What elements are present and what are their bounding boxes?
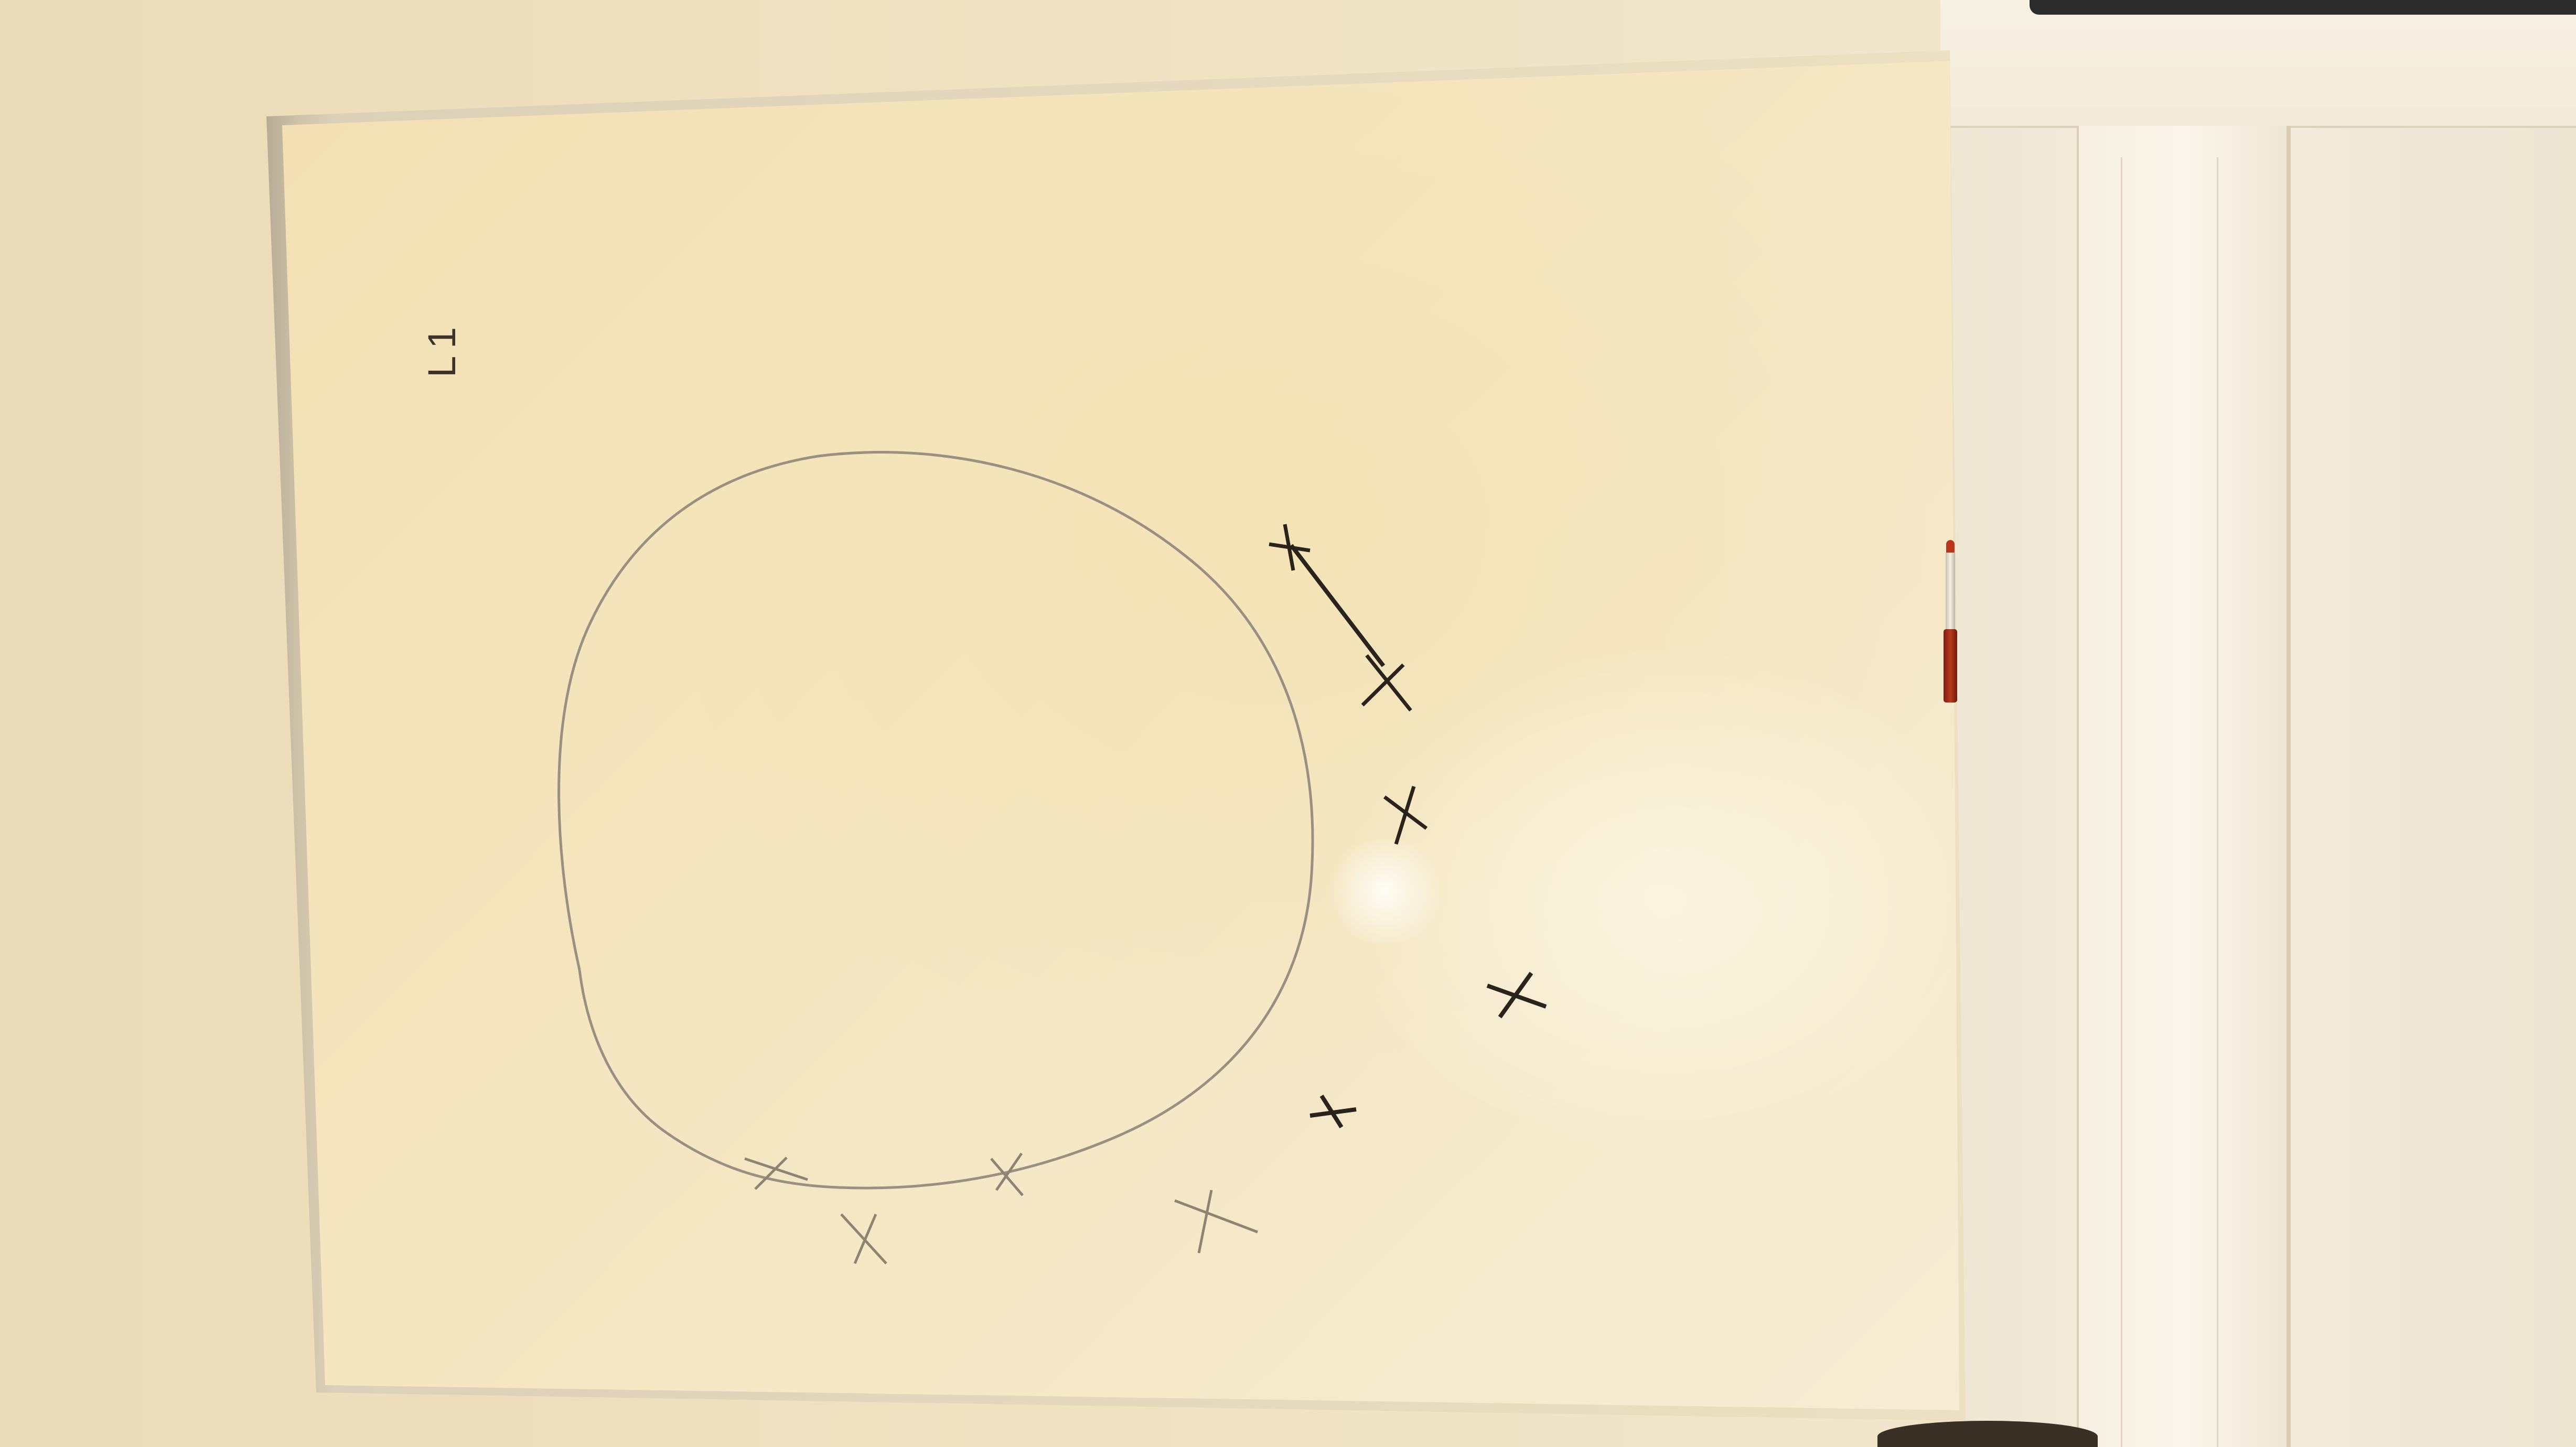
cross-mark: [1384, 786, 1426, 844]
cross-mark: [1487, 973, 1546, 1017]
cross-mark: [1175, 1190, 1258, 1253]
marker-body: [1946, 553, 1955, 631]
drawn-loop: [559, 452, 1313, 1189]
red-marker-icon: [1944, 540, 1957, 703]
board-label: L1: [420, 320, 464, 377]
drawn-segment: [1291, 545, 1383, 666]
cross-mark: [1310, 1096, 1356, 1127]
cross-mark: [841, 1214, 886, 1264]
marker-cap: [1944, 629, 1957, 703]
cross-mark: [1362, 655, 1411, 710]
